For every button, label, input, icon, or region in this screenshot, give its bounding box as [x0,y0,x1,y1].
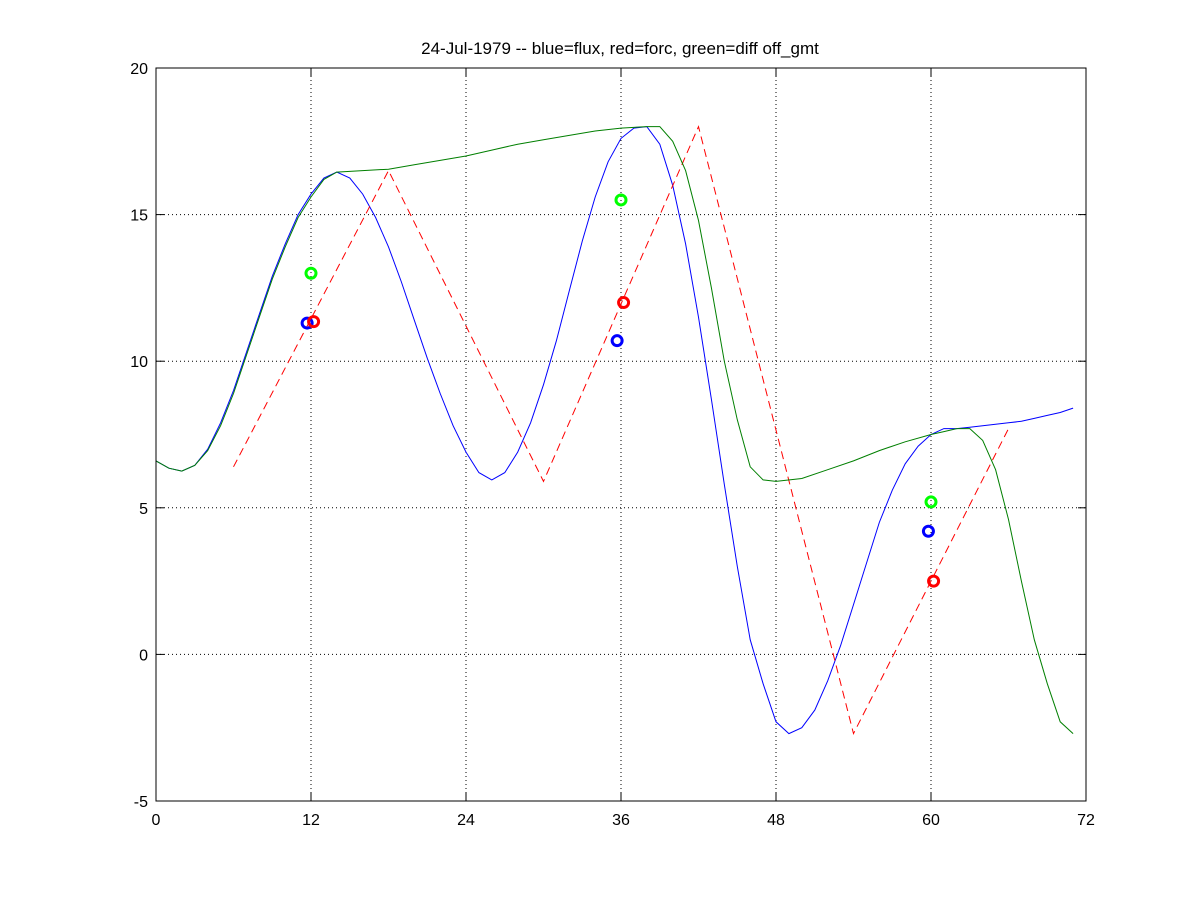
x-tick-label: 0 [152,812,161,829]
x-tick-label: 60 [922,812,940,829]
series-layer [155,125,1074,736]
y-tick-label: 15 [130,208,148,225]
y-tick-label: 20 [130,61,148,78]
marker-point-2 [304,266,318,280]
marker-point-7 [927,574,941,588]
marker-point-5 [614,193,628,207]
marker-point-0 [300,316,314,330]
marker-layer [300,193,941,588]
marker-point-3 [610,334,624,348]
series-line-0 [155,126,1074,735]
x-tick-label: 72 [1077,812,1095,829]
x-tick-label: 12 [302,812,320,829]
y-tick-label: -5 [134,794,148,811]
series-line-2 [155,126,1074,734]
y-tick-label: 10 [130,354,148,371]
series-line-1 [233,125,1009,736]
grid [156,68,1086,801]
y-tick-label: 0 [139,647,148,664]
marker-point-1 [307,315,321,329]
x-tick-label: 48 [767,812,785,829]
marker-point-6 [921,524,935,538]
y-tick-label: 5 [139,501,148,518]
marker-point-8 [924,495,938,509]
x-tick-label: 36 [612,812,630,829]
chart-title: 24-Jul-1979 -- blue=flux, red=forc, gree… [421,39,819,58]
marker-point-4 [617,296,631,310]
x-tick-label: 24 [457,812,475,829]
